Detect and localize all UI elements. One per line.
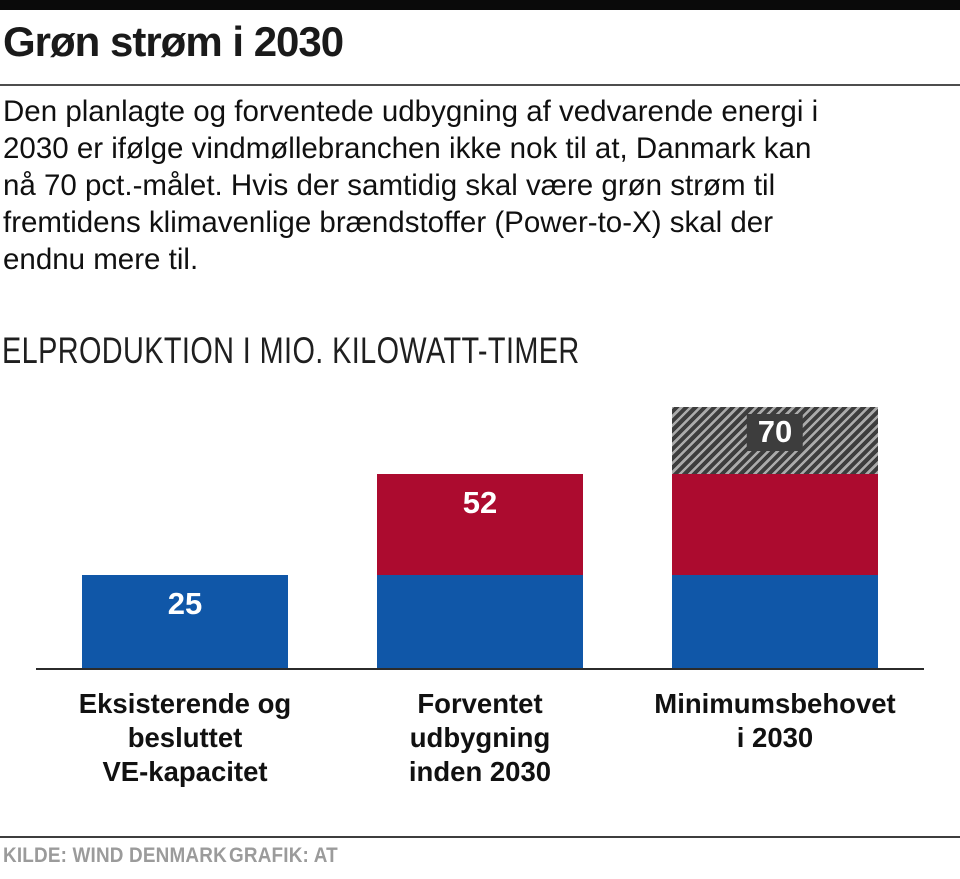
source-label: KILDE: WIND DENMARK <box>3 844 227 867</box>
title-divider <box>0 84 960 86</box>
page-title: Grøn strøm i 2030 <box>3 18 344 65</box>
chart-title: ELPRODUKTION I MIO. KILOWATT-TIMER <box>2 330 580 371</box>
bar-segment-blue <box>82 575 288 668</box>
bar-value-label: 25 <box>167 586 203 621</box>
top-black-bar <box>0 0 960 10</box>
bar-segment-red <box>672 474 878 575</box>
bar-2: 52 <box>377 474 583 668</box>
bar-segment-red <box>377 474 583 575</box>
bar-segment-blue <box>377 575 583 668</box>
x-axis-line <box>36 668 924 670</box>
bar-segment-blue <box>672 575 878 668</box>
footer-divider <box>0 836 960 838</box>
intro-text: Den planlagte og forventede udbygning af… <box>3 95 819 276</box>
bar-category-label: Forventet udbygning inden 2030 <box>408 688 552 787</box>
bar-value-label: 52 <box>462 485 498 520</box>
bar-3: 70 <box>672 407 878 668</box>
bar-value-label: 70 <box>746 414 804 451</box>
bar-category-label: Eksisterende og besluttet VE-kapacitet <box>78 688 292 787</box>
bar-1: 25 <box>82 575 288 668</box>
bar-category-label: Minimumsbehovet i 2030 <box>654 688 896 753</box>
credit-label: GRAFIK: AT <box>229 844 338 867</box>
